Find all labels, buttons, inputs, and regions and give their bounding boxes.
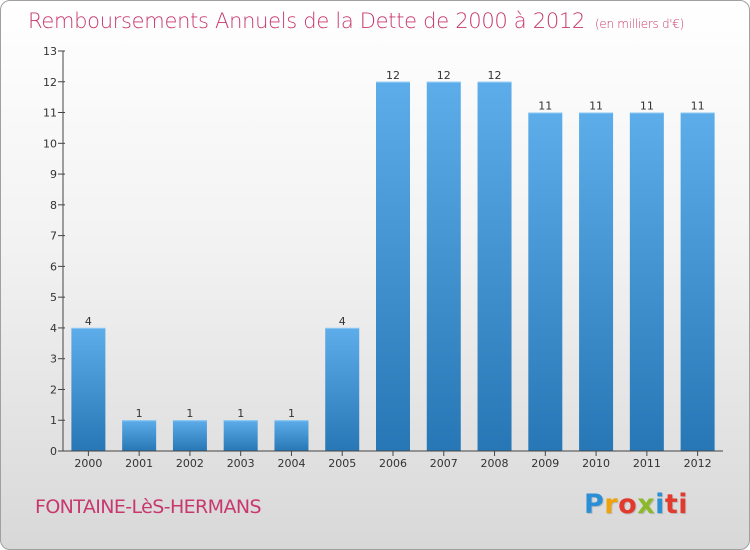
logo-letter: ti	[664, 489, 689, 520]
logo-letter: P	[584, 489, 605, 520]
y-tick-label: 6	[50, 260, 57, 273]
x-tick-label: 2010	[582, 457, 610, 470]
bar	[426, 81, 461, 452]
bar	[274, 420, 309, 451]
chart-title: Remboursements Annuels de la Dette de 20…	[28, 9, 684, 33]
bar-value-label: 11	[589, 100, 603, 113]
y-tick-label: 5	[50, 291, 57, 304]
y-tick-label: 1	[50, 414, 57, 427]
logo-letter: r	[604, 489, 619, 520]
chart-title-text: Remboursements Annuels de la Dette de 20…	[28, 9, 585, 33]
bar	[579, 112, 614, 452]
x-axis: 2000 2001 2002 2003 2004 2005 2006 2007 2008 2009…	[63, 450, 723, 470]
logo-letter: i	[655, 489, 665, 520]
y-tick-label: 8	[50, 199, 57, 212]
bar-value-label: 1	[136, 407, 143, 420]
bar	[122, 420, 157, 451]
x-tick-label: 2009	[531, 457, 559, 470]
x-tick-label: 2005	[328, 457, 356, 470]
bar-value-label: 12	[488, 69, 502, 82]
bar	[376, 81, 410, 452]
bar-value-label: 1	[237, 407, 244, 420]
y-tick-label: 2	[50, 383, 57, 396]
bar	[172, 420, 207, 451]
y-tick-label: 7	[50, 230, 57, 243]
x-tick-label: 2012	[684, 457, 712, 470]
commune-name: FONTAINE-LèS-HERMANS	[35, 496, 262, 518]
y-tick-label: 13	[43, 45, 57, 58]
logo-letter: o	[618, 489, 638, 520]
x-tick-label: 2008	[481, 457, 509, 470]
bar-value-label: 11	[691, 100, 705, 113]
bar	[680, 112, 715, 452]
bar-value-label: 4	[339, 315, 346, 328]
bar-value-label: 11	[538, 100, 552, 113]
x-tick-label: 2006	[379, 457, 407, 470]
x-tick-label: 2004	[277, 457, 305, 470]
bar-value-label: 12	[437, 69, 451, 82]
bar-value-label: 1	[186, 407, 193, 420]
y-tick-label: 10	[43, 137, 57, 150]
x-tick-label: 2002	[176, 457, 204, 470]
bar-value-label: 12	[386, 69, 400, 82]
bar	[629, 112, 664, 452]
bar	[477, 81, 512, 452]
x-tick-label: 2007	[430, 457, 458, 470]
bar	[223, 420, 258, 451]
bar	[528, 112, 563, 452]
y-tick-label: 11	[43, 107, 57, 120]
logo-letter: x	[637, 489, 656, 520]
x-tick-label: 2000	[74, 457, 102, 470]
y-tick-label: 0	[50, 445, 57, 458]
y-tick-label: 3	[50, 353, 57, 366]
y-tick-label: 4	[50, 322, 57, 335]
bar-value-label: 1	[288, 407, 295, 420]
y-tick-label: 9	[50, 168, 57, 181]
bar	[325, 327, 360, 451]
bar-value-label: 11	[640, 100, 654, 113]
chart-unit: (en milliers d'€)	[595, 17, 685, 31]
x-tick-label: 2011	[633, 457, 661, 470]
bar	[71, 327, 106, 451]
y-tick-label: 12	[43, 76, 57, 89]
proxiti-logo: Proxiti	[584, 489, 688, 520]
x-tick-label: 2001	[125, 457, 153, 470]
x-tick-label: 2003	[227, 457, 255, 470]
bar-value-label: 4	[85, 315, 92, 328]
